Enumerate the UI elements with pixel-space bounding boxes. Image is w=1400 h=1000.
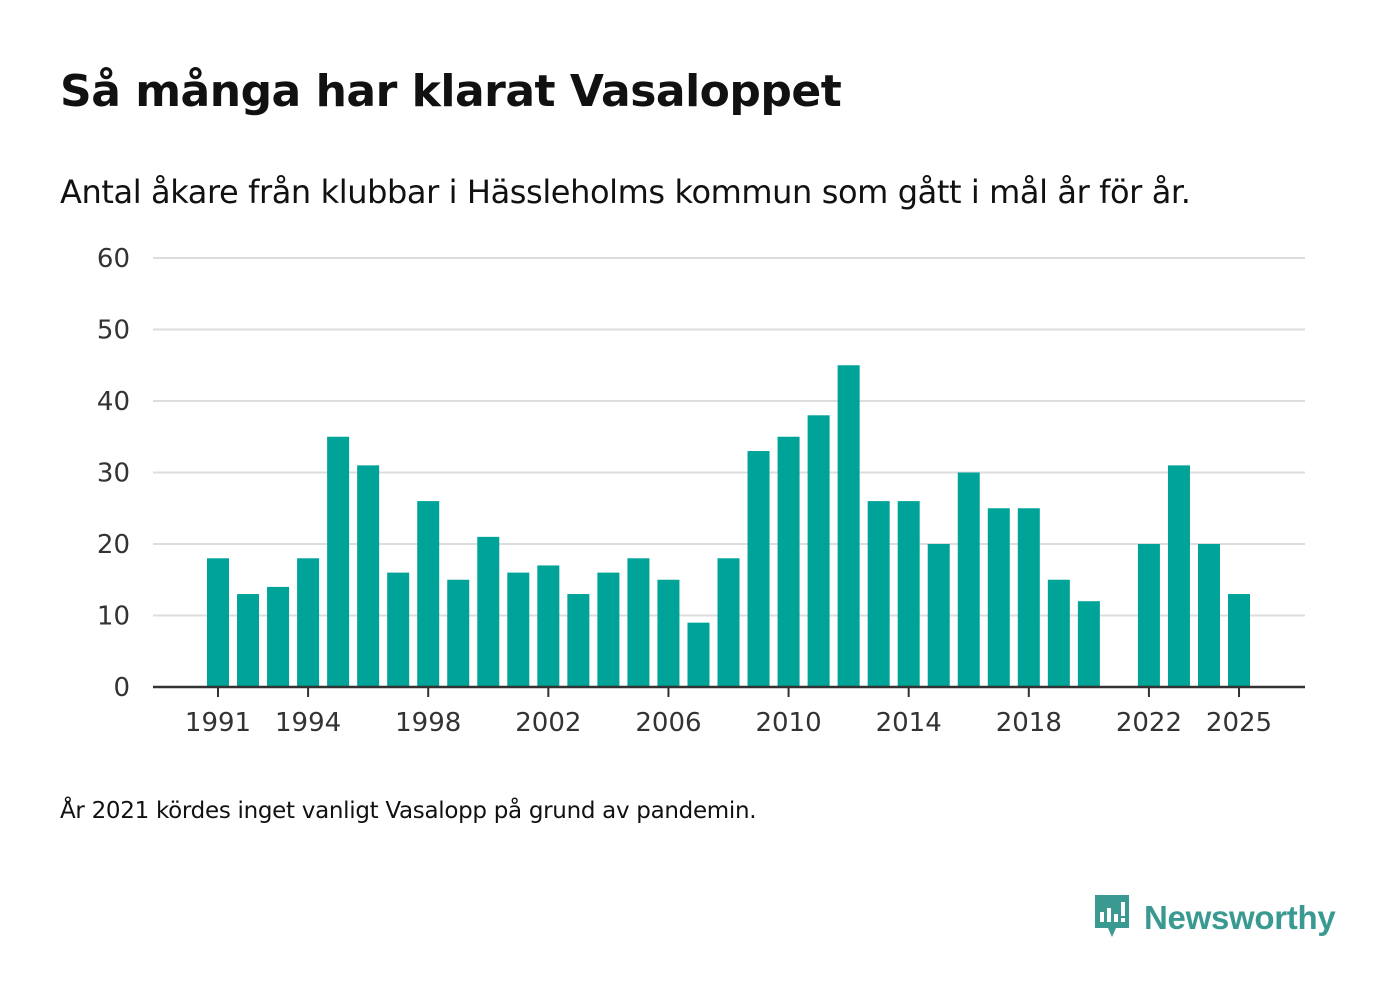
bar-2001[interactable] (507, 572, 530, 687)
newsworthy-logo-icon (1092, 892, 1132, 944)
bar-2004[interactable] (597, 572, 620, 687)
bar-1991[interactable] (207, 558, 229, 687)
bar-2020[interactable] (1077, 601, 1100, 687)
bar-2007[interactable] (687, 622, 710, 687)
bar-2000[interactable] (477, 536, 500, 687)
bar-2024[interactable] (1197, 544, 1220, 687)
bar-1999[interactable] (447, 579, 470, 687)
brand-logo[interactable]: Newsworthy (1092, 892, 1336, 944)
x-tick-label-2002: 2002 (515, 708, 581, 738)
x-tick-label-2014: 2014 (876, 708, 942, 738)
bar-2025[interactable] (1228, 594, 1251, 687)
bar-2019[interactable] (1047, 579, 1070, 687)
y-tick-label-0: 0 (113, 673, 130, 703)
bar-2018[interactable] (1017, 508, 1040, 687)
bar-2002[interactable] (537, 565, 560, 687)
y-tick-label-20: 20 (97, 530, 130, 560)
bar-2003[interactable] (567, 594, 590, 687)
bar-1992[interactable] (237, 594, 260, 687)
bar-2006[interactable] (657, 579, 680, 687)
bar-1996[interactable] (357, 465, 380, 687)
bar-1994[interactable] (297, 558, 320, 687)
y-tick-label-50: 50 (97, 316, 130, 346)
bar-2022[interactable] (1137, 544, 1160, 687)
x-tick-label-2022: 2022 (1116, 708, 1182, 738)
bars (207, 365, 1251, 688)
bar-2015[interactable] (927, 544, 950, 687)
bar-2005[interactable] (627, 558, 650, 687)
x-tick-label-1998: 1998 (395, 708, 461, 738)
x-tick-label-1991: 1991 (185, 708, 251, 738)
x-tick-label-2018: 2018 (996, 708, 1062, 738)
bar-2010[interactable] (777, 436, 800, 687)
bar-2013[interactable] (867, 501, 890, 687)
x-tick-label-2006: 2006 (635, 708, 701, 738)
bar-2008[interactable] (717, 558, 740, 687)
chart-title: Så många har klarat Vasaloppet (60, 66, 842, 117)
bar-1995[interactable] (327, 436, 350, 687)
x-axis (153, 685, 1305, 697)
y-tick-label-30: 30 (97, 459, 130, 489)
bar-2012[interactable] (837, 365, 860, 687)
y-axis-labels: 0 10 20 30 40 50 60 (97, 244, 130, 703)
bar-2023[interactable] (1167, 465, 1190, 687)
y-tick-label-60: 60 (97, 244, 130, 274)
x-axis-labels: 1991 1994 1998 2002 2006 2010 2014 2018 2022 2025 (185, 708, 1272, 738)
bar-2011[interactable] (807, 415, 830, 687)
bar-2009[interactable] (747, 451, 770, 687)
y-tick-label-40: 40 (97, 387, 130, 417)
y-tick-label-10: 10 (97, 602, 130, 632)
bar-2017[interactable] (987, 508, 1010, 687)
brand-name: Newsworthy (1144, 899, 1336, 936)
bar-1993[interactable] (267, 586, 290, 687)
bar-2016[interactable] (957, 472, 980, 688)
x-tick-label-1994: 1994 (275, 708, 341, 738)
footnote: År 2021 kördes inget vanligt Vasalopp på… (60, 798, 757, 824)
chart-subtitle: Antal åkare från klubbar i Hässleholms k… (60, 173, 1191, 211)
x-tick-label-2010: 2010 (755, 708, 821, 738)
bar-1997[interactable] (387, 572, 410, 687)
bar-2014[interactable] (897, 501, 920, 687)
x-tick-label-2025: 2025 (1206, 708, 1272, 738)
bar-1998[interactable] (417, 501, 440, 687)
